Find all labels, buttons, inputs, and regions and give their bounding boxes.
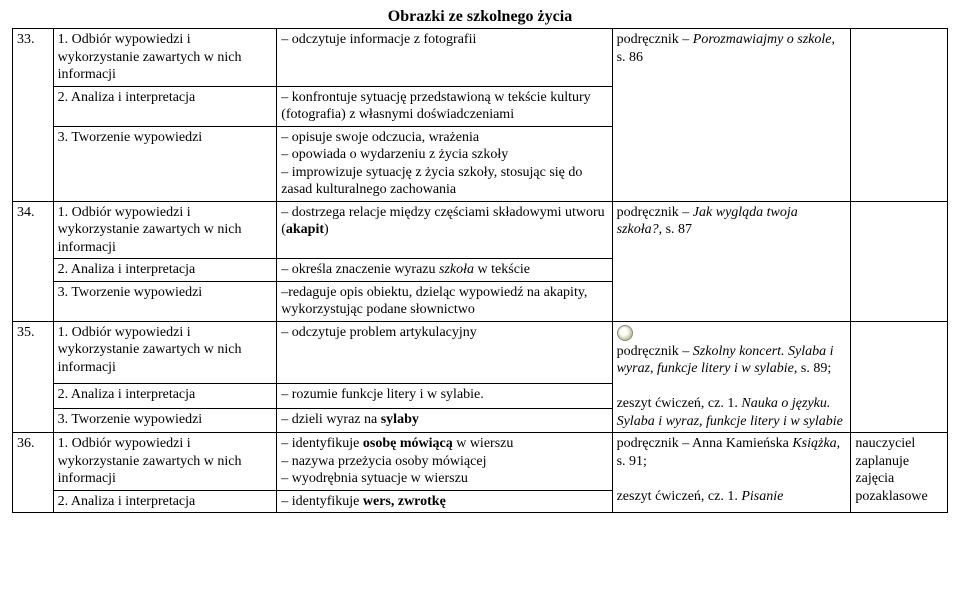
section-title: Obrazki ze szkolnego życia [12, 8, 948, 26]
competence-cell: 3. Tworzenie wypowiedzi [53, 408, 277, 432]
notes-cell: nauczyciel zaplanuje zajęcia pozaklasowe [851, 433, 948, 513]
description-cell: – identyfikuje osobę mówiącą w wierszu– … [277, 433, 612, 491]
row-number: 33. [13, 29, 54, 202]
table-row: 35.1. Odbiór wypowiedzi i wykorzystanie … [13, 321, 948, 384]
description-cell: – określa znaczenie wyrazu szkoła w tekś… [277, 259, 612, 282]
row-number: 35. [13, 321, 54, 433]
row-number: 36. [13, 433, 54, 513]
description-cell: –redaguje opis obiektu, dzieląc wypowied… [277, 281, 612, 321]
competence-cell: 3. Tworzenie wypowiedzi [53, 281, 277, 321]
description-cell: – odczytuje problem artykulacyjny [277, 321, 612, 384]
description-cell: – opisuje swoje odczucia, wrażenia– opow… [277, 126, 612, 201]
row-number: 34. [13, 201, 54, 321]
competence-cell: 2. Analiza i interpretacja [53, 259, 277, 282]
competence-cell: 2. Analiza i interpretacja [53, 490, 277, 513]
competence-cell: 1. Odbiór wypowiedzi i wykorzystanie zaw… [53, 29, 277, 87]
table-row: 33.1. Odbiór wypowiedzi i wykorzystanie … [13, 29, 948, 87]
description-cell: – identyfikuje wers, zwrotkę [277, 490, 612, 513]
description-cell: – konfrontuje sytuację przedstawioną w t… [277, 86, 612, 126]
notes-cell [851, 29, 948, 202]
table-row: 34.1. Odbiór wypowiedzi i wykorzystanie … [13, 201, 948, 259]
notes-cell [851, 201, 948, 321]
competence-cell: 1. Odbiór wypowiedzi i wykorzystanie zaw… [53, 321, 277, 384]
description-cell: – rozumie funkcje litery i w sylabie. [277, 384, 612, 408]
competence-cell: 1. Odbiór wypowiedzi i wykorzystanie zaw… [53, 433, 277, 491]
resource-cell: podręcznik – Jak wygląda twoja szkoła?, … [612, 201, 851, 321]
resource-cell: podręcznik – Anna Kamieńska Książka, s. … [612, 433, 851, 513]
notes-cell [851, 321, 948, 433]
competence-cell: 2. Analiza i interpretacja [53, 384, 277, 408]
resource-cell: podręcznik – Szkolny koncert. Sylaba i w… [612, 321, 851, 433]
competence-cell: 3. Tworzenie wypowiedzi [53, 126, 277, 201]
table-row: 36.1. Odbiór wypowiedzi i wykorzystanie … [13, 433, 948, 491]
disc-icon [617, 325, 633, 341]
description-cell: – dostrzega relacje między częściami skł… [277, 201, 612, 259]
description-cell: – dzieli wyraz na sylaby [277, 408, 612, 432]
curriculum-table: 33.1. Odbiór wypowiedzi i wykorzystanie … [12, 28, 948, 513]
description-cell: – odczytuje informacje z fotografii [277, 29, 612, 87]
competence-cell: 2. Analiza i interpretacja [53, 86, 277, 126]
resource-cell: podręcznik – Porozmawiajmy o szkole, s. … [612, 29, 851, 202]
competence-cell: 1. Odbiór wypowiedzi i wykorzystanie zaw… [53, 201, 277, 259]
